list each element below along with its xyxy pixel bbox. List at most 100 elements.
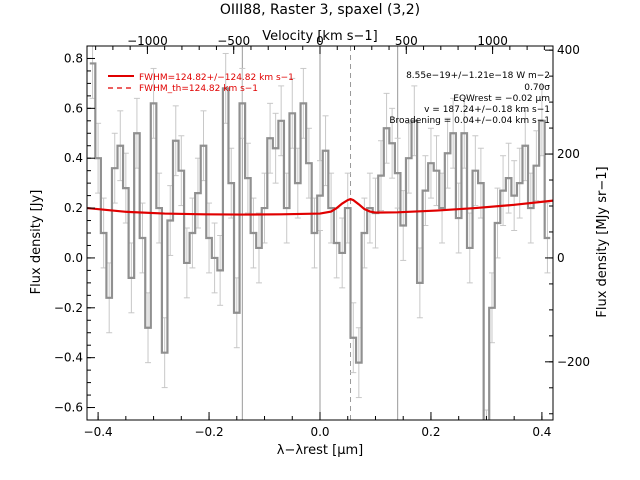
legend-entry-fwhm: FWHM=124.82+/−124.82 km s−1 xyxy=(139,73,294,83)
data-point-57 xyxy=(407,157,410,159)
plot-area xyxy=(87,46,553,446)
model-fit-line xyxy=(87,197,553,216)
data-point-62 xyxy=(435,169,438,172)
data-point-10 xyxy=(147,326,149,329)
data-point-20 xyxy=(202,144,205,147)
data-point-35 xyxy=(285,207,288,209)
data-point-66 xyxy=(457,217,460,219)
data-point-64 xyxy=(446,152,449,155)
top-tick-label-0: −1000 xyxy=(127,34,168,48)
y-tick-label-4: 0.2 xyxy=(64,201,83,215)
data-point-42 xyxy=(324,149,327,152)
data-point-44 xyxy=(335,242,338,244)
data-point-24 xyxy=(224,87,227,90)
x-tick-label-0: −0.4 xyxy=(84,425,113,439)
data-point-60 xyxy=(424,189,427,192)
data-point-28 xyxy=(247,177,249,179)
annotation-line-flux: 8.55e−19+/−1.21e−18 W m−2 xyxy=(406,71,550,81)
y-tick-label-0: −0.6 xyxy=(54,401,83,415)
data-point-61 xyxy=(430,162,432,164)
x-axis-label: λ−λrest [μm] xyxy=(277,443,363,458)
data-point-41 xyxy=(319,194,321,197)
data-point-82 xyxy=(546,237,549,239)
x-tick-label-1: −0.2 xyxy=(194,425,223,439)
data-point-34 xyxy=(280,120,282,122)
plot-inner xyxy=(87,46,553,446)
data-point-31 xyxy=(263,207,266,209)
data-point-6 xyxy=(125,187,127,189)
data-point-79 xyxy=(530,207,532,209)
top-tick-label-2: 0 xyxy=(316,34,324,48)
data-point-54 xyxy=(391,142,393,145)
data-point-12 xyxy=(158,207,160,209)
data-point-72 xyxy=(491,307,493,309)
x-tick-label-2: 0.0 xyxy=(310,425,329,439)
data-point-65 xyxy=(452,132,454,135)
data-point-52 xyxy=(380,174,382,177)
annotation-velocity: v = 187.24+/−0.18 km s−1 xyxy=(424,105,550,115)
data-point-70 xyxy=(480,182,482,184)
data-point-21 xyxy=(208,237,210,239)
data-point-71 xyxy=(486,444,488,446)
y-tick-label-2: −0.2 xyxy=(54,301,83,315)
right-tick-label-3: 400 xyxy=(557,43,580,57)
data-point-36 xyxy=(291,112,294,115)
data-point-16 xyxy=(180,169,183,172)
y-tick-label-7: 0.8 xyxy=(64,51,83,65)
data-point-26 xyxy=(235,311,238,314)
data-point-63 xyxy=(441,207,443,209)
data-point-69 xyxy=(474,169,477,172)
top-tick-label-1: −500 xyxy=(217,34,250,48)
data-point-43 xyxy=(330,207,332,209)
data-point-27 xyxy=(241,102,244,105)
data-point-59 xyxy=(419,282,421,284)
data-point-14 xyxy=(169,219,172,222)
data-point-2 xyxy=(102,232,105,234)
data-point-9 xyxy=(141,237,144,239)
data-point-74 xyxy=(502,189,504,192)
chart-title: OIII88, Raster 3, spaxel (3,2) xyxy=(220,2,420,18)
right-tick-label-2: 200 xyxy=(557,147,580,161)
y-tick-label-1: −0.4 xyxy=(54,351,83,365)
y-tick-label-3: 0.0 xyxy=(64,251,83,265)
data-point-19 xyxy=(197,192,199,194)
data-point-3 xyxy=(108,297,110,299)
data-point-56 xyxy=(402,224,405,227)
right-axis-label: Flux density [MJy sr−1] xyxy=(595,166,610,317)
y-axis-label: Flux density [Jy] xyxy=(29,190,44,295)
x-tick-label-3: 0.2 xyxy=(421,425,440,439)
x-tick-label-4: 0.4 xyxy=(532,425,551,439)
data-point-29 xyxy=(252,232,255,234)
data-point-78 xyxy=(524,144,527,147)
top-tick-label-3: 500 xyxy=(395,34,418,48)
data-point-8 xyxy=(136,132,138,135)
data-point-75 xyxy=(507,177,510,179)
data-point-15 xyxy=(174,139,177,142)
data-point-50 xyxy=(369,207,371,209)
fit-annotations: 8.55e−19+/−1.21e−18 W m−2 0.70σ EQWrest … xyxy=(389,71,550,126)
data-point-32 xyxy=(269,137,271,140)
data-point-67 xyxy=(463,132,466,135)
top-tick-label-4: 1000 xyxy=(477,34,508,48)
data-point-33 xyxy=(274,147,277,150)
data-point-18 xyxy=(191,232,194,234)
annotation-eqw: EQWrest = −0.02 μm xyxy=(453,94,550,104)
data-point-68 xyxy=(468,247,471,249)
data-point-80 xyxy=(535,164,538,167)
data-point-81 xyxy=(541,120,543,122)
data-point-25 xyxy=(230,182,233,184)
data-point-48 xyxy=(358,361,360,364)
data-point-0 xyxy=(91,62,94,65)
right-tick-label-0: −200 xyxy=(557,355,590,369)
data-point-38 xyxy=(302,102,305,105)
y-tick-label-6: 0.6 xyxy=(64,101,83,115)
data-point-73 xyxy=(496,222,499,224)
legend-entry-fwhm-th: FWHM_th=124.82 km s−1 xyxy=(139,84,258,94)
data-point-23 xyxy=(219,269,221,272)
data-point-37 xyxy=(297,182,299,184)
y-tick-label-5: 0.4 xyxy=(64,151,83,165)
data-point-53 xyxy=(385,127,388,130)
axes: −0.4 −0.2 0.0 0.2 0.4−0.6−0.4−0.20.00.20.40.… xyxy=(54,34,590,439)
right-tick-label-1: 0 xyxy=(557,251,565,265)
